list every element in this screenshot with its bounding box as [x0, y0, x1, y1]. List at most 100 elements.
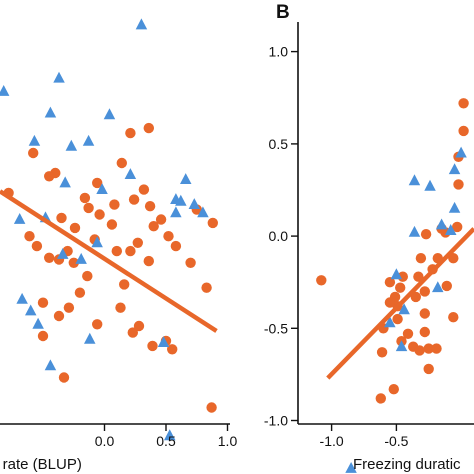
panel-b-point-circle-34: [453, 179, 464, 190]
panel-b-point-circle-17: [423, 343, 434, 354]
panel-a-point-triangle-10: [96, 183, 108, 194]
panel-a-point-circle-28: [125, 245, 136, 257]
panel-a-point-circle-18: [106, 219, 118, 230]
panel-b-point-circle-29: [441, 280, 452, 292]
panel-a-point-triangle-7: [28, 134, 41, 146]
panel-b-point-circle-33: [452, 221, 463, 233]
panel-b: B 1.0 0.5 0.0 -0.5 -1.0 -1.0 -0.5 Freezing du…: [264, 2, 474, 473]
panel-a-point-circle-44: [127, 327, 138, 338]
panel-a-point-circle-35: [185, 257, 196, 268]
panel-b-point-circle-37: [458, 98, 469, 109]
panel-b-x-tick-label-0: -1.0: [320, 433, 344, 449]
panel-a-point-triangle-26: [164, 429, 176, 441]
panel-a-point-triangle-21: [16, 292, 28, 304]
panel-a-point-circle-49: [133, 320, 145, 332]
panel-b-point-triangle-4: [445, 224, 457, 235]
panel-a-point-triangle-3: [44, 106, 57, 118]
panel-b-point-circle-30: [448, 312, 459, 323]
panel-a-x-tick-label-2: 1.0: [218, 433, 238, 449]
panel-a-point-circle-34: [170, 240, 182, 252]
panel-b-y-tick-label-3: -0.5: [264, 320, 288, 336]
panel-a-point-circle-31: [148, 221, 159, 232]
panel-a-point-circle-51: [37, 330, 49, 342]
panel-b-trend-line: [326, 227, 474, 380]
panel-a-point-triangle-8: [59, 176, 71, 188]
panel-b-point-triangle-11: [448, 201, 461, 213]
panel-a-point-triangle-13: [180, 173, 192, 184]
panel-b-y-ticks: 1.0 0.5 0.0 -0.5 -1.0: [264, 44, 298, 429]
panel-a-point-circle-8: [44, 171, 55, 182]
panel-a-point-circle-26: [111, 245, 123, 257]
panel-a-point-triangle-1: [53, 71, 65, 83]
panel-a-point-triangle-2: [135, 18, 148, 30]
panel-b-point-circle-18: [423, 363, 434, 375]
panel-a-point-circle-15: [69, 222, 81, 234]
panel-a-point-circle-13: [128, 194, 140, 205]
panel-a-point-triangle-27: [44, 359, 57, 371]
panel-a-point-circle-20: [31, 240, 43, 252]
panel-b-point-circle-5: [392, 313, 403, 325]
panel-a-point-circle-16: [94, 209, 105, 220]
panel-a-point-circle-45: [147, 340, 158, 352]
panel-a-point-circle-11: [79, 192, 91, 204]
panel-a-point-circle-3: [125, 127, 136, 139]
panel-a-point-triangle-23: [32, 317, 44, 329]
panel-b-point-triangle-12: [398, 303, 410, 315]
panel-b-point-circle-19: [431, 343, 442, 354]
panel-a-point-circle-21: [44, 252, 55, 263]
panel-a-point-triangle-15: [13, 213, 26, 224]
panel-a-point-triangle-14: [188, 198, 201, 209]
panel-b-point-triangle-3: [435, 218, 448, 230]
panel-b-point-circle-2: [388, 384, 399, 395]
panel-b-point-triangle-10: [408, 225, 421, 237]
panel-a-point-circle-19: [24, 231, 35, 242]
panel-a-point-circle-27: [119, 279, 130, 290]
panel-a-point-circle-10: [68, 257, 80, 268]
panel-a-point-circle-39: [37, 297, 49, 308]
panel-a-point-circle-40: [53, 310, 65, 322]
panel-a-x-tick-label-1: 0.5: [156, 433, 176, 449]
panel-a-x-ticks: 0.0 0.5 1.0: [95, 424, 238, 449]
panel-a-point-triangle-5: [82, 134, 95, 146]
panel-a-point-circle-4: [116, 157, 128, 169]
panel-a-point-circle-38: [207, 217, 218, 229]
panel-b-point-triangle-2: [424, 179, 436, 191]
panel-a-point-triangle-12: [170, 193, 182, 204]
panel-a-point-triangle-22: [25, 304, 37, 316]
panel-b-point-circle-14: [414, 345, 425, 356]
panel-a-point-circle-9: [56, 212, 67, 224]
panel-b-point-circle-23: [415, 253, 427, 264]
panel-a-point-circle-32: [155, 214, 167, 225]
panel-a-point-triangle-4: [65, 139, 78, 151]
panel-b-point-circle-31: [413, 271, 424, 282]
panel-b-y-tick-label-4: -1.0: [264, 413, 288, 429]
panel-a-point-triangle-18: [57, 248, 69, 259]
panel-a-point-triangle-25: [84, 332, 96, 344]
panel-b-letter: B: [276, 2, 290, 23]
panel-a-point-circle-14: [144, 201, 156, 212]
panel-b-point-triangle-8: [384, 316, 396, 328]
panel-b-point-circle-20: [419, 308, 430, 319]
panel-b-point-triangle-9: [448, 163, 461, 175]
panel-a-point-circle-5: [138, 184, 150, 195]
panel-a-trend-line: [0, 189, 218, 333]
panel-a-point-circle-50: [206, 402, 217, 413]
panel-a-point-circle-12: [109, 199, 120, 210]
panel-a-x-tick-label-0: 0.0: [95, 433, 115, 449]
panel-a: 0.0 0.5 1.0 y rate (BLUP): [0, 18, 237, 473]
panel-b-point-triangle-0: [345, 462, 357, 473]
panel-b-x-axis-title: Freezing duratic: [353, 456, 461, 473]
panel-b-point-triangle-6: [390, 268, 403, 280]
panel-a-point-triangle-9: [124, 168, 137, 179]
panel-b-point-circle-16: [419, 326, 430, 338]
panel-a-point-triangle-20: [197, 206, 209, 218]
panel-b-y-tick-label-2: 0.0: [269, 228, 289, 244]
panel-a-point-circle-7: [28, 147, 39, 159]
panel-a-point-circle-30: [143, 255, 154, 267]
panel-b-point-triangle-13: [455, 146, 467, 158]
panel-a-point-circle-24: [82, 270, 93, 282]
panel-b-x-tick-label-1: -0.5: [384, 433, 408, 449]
panel-a-point-triangle-17: [91, 236, 103, 248]
panel-a-point-triangle-0: [0, 85, 10, 96]
